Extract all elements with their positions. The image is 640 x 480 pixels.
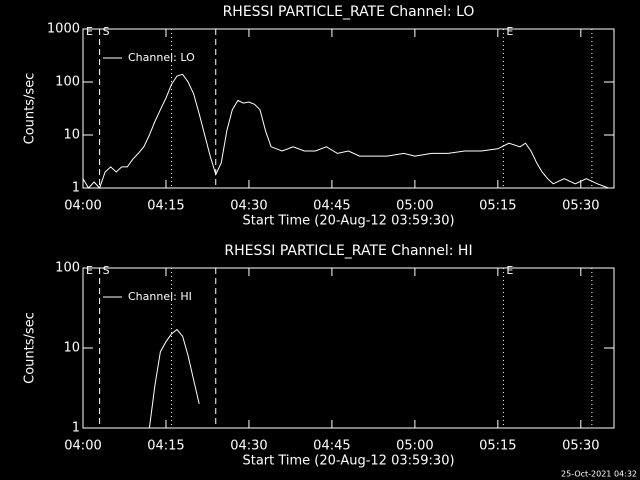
data-line (82, 73, 609, 189)
x-tick-label: 04:30 (230, 199, 267, 214)
x-tick-label: 04:30 (230, 439, 267, 454)
annotation: E (86, 25, 93, 38)
annotation: E (506, 264, 513, 277)
x-tick-label: 04:00 (64, 199, 101, 214)
annotation: E (86, 264, 93, 277)
x-tick-label: 04:15 (147, 199, 184, 214)
x-tick-label: 04:15 (147, 439, 184, 454)
y-tick-label: 1000 (47, 22, 80, 37)
y-tick-label: 100 (55, 75, 80, 90)
chart-title: RHESSI PARTICLE_RATE Channel: HI (224, 243, 472, 259)
chart-title: RHESSI PARTICLE_RATE Channel: LO (223, 4, 475, 20)
x-tick-label: 05:30 (562, 439, 599, 454)
x-tick-label: 05:30 (562, 199, 599, 214)
annotation: S (103, 264, 110, 277)
data-line (148, 328, 200, 429)
x-tick-label: 05:15 (479, 199, 516, 214)
legend-label: Channel: HI (128, 290, 192, 303)
x-tick-label: 05:15 (479, 439, 516, 454)
x-tick-label: 05:00 (396, 199, 433, 214)
x-tick-label: 05:00 (396, 439, 433, 454)
x-tick-label: 04:00 (64, 439, 101, 454)
annotation: E (506, 25, 513, 38)
annotation: S (103, 25, 110, 38)
y-tick-label: 1 (72, 181, 80, 196)
x-tick-label: 04:45 (313, 439, 350, 454)
y-tick-label: 10 (63, 341, 80, 356)
y-axis-label: Counts/sec (23, 73, 38, 145)
x-tick-label: 04:45 (313, 199, 350, 214)
y-tick-label: 100 (55, 261, 80, 276)
x-axis-label: Start Time (20-Aug-12 03:59:30) (242, 214, 454, 229)
y-tick-label: 1 (72, 421, 80, 436)
x-axis-label: Start Time (20-Aug-12 03:59:30) (242, 454, 454, 469)
legend-label: Channel: LO (128, 51, 195, 64)
footer: 25-Oct-2021 04:32 (561, 470, 637, 479)
y-axis-label: Counts/sec (23, 312, 38, 384)
y-tick-label: 10 (63, 128, 80, 143)
